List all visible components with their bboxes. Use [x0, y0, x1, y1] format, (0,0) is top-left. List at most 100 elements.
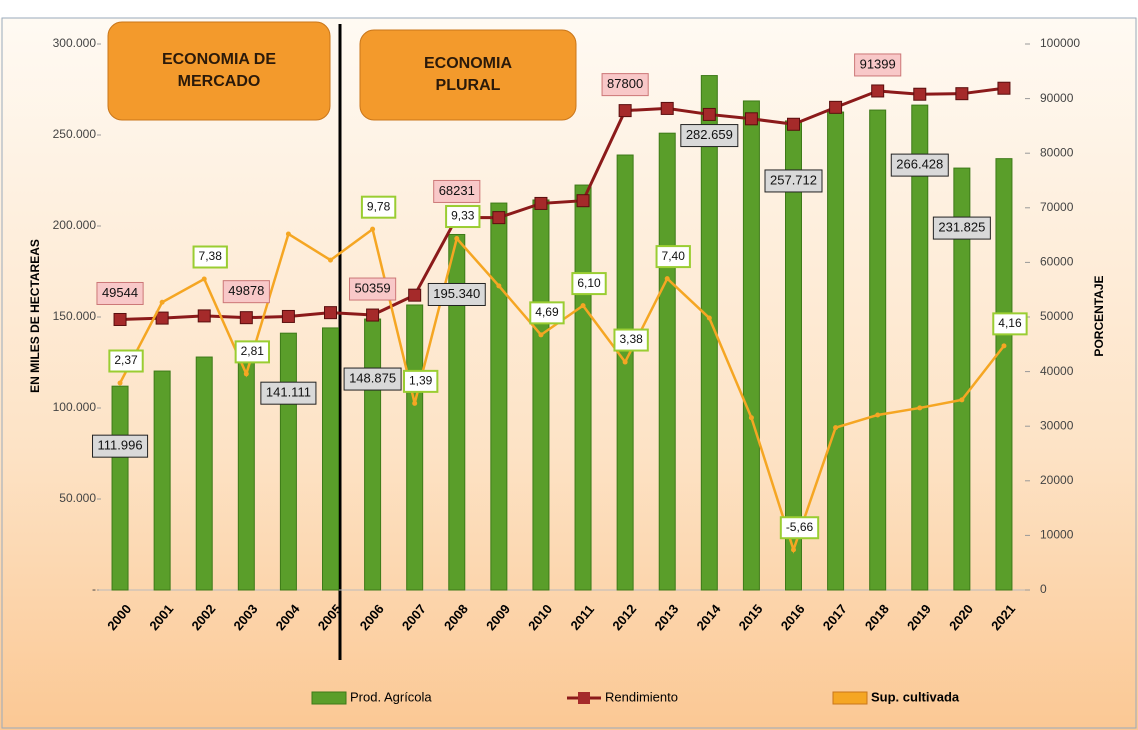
- marker: [117, 380, 123, 386]
- y2-tick-label: 60000: [1040, 255, 1074, 269]
- data-label-text: 257.712: [770, 172, 817, 187]
- data-label-text: 6,10: [577, 276, 601, 290]
- marker: [787, 117, 800, 131]
- marker: [324, 306, 337, 320]
- y-tick-label: 100.000: [53, 400, 97, 414]
- marker: [744, 112, 758, 126]
- data-label-box: [403, 369, 439, 393]
- data-label-text: 111.996: [98, 438, 143, 453]
- data-label: 49544: [96, 281, 144, 305]
- bar: [911, 104, 929, 591]
- bar: [574, 184, 592, 591]
- marker: [243, 371, 249, 377]
- data-label-text: 9,78: [367, 199, 391, 213]
- data-label-box: [222, 280, 270, 304]
- data-label: 2,37: [108, 349, 144, 373]
- data-label-box: [92, 434, 149, 458]
- bar: [322, 327, 339, 591]
- marker: [412, 400, 418, 406]
- bar: [490, 202, 508, 591]
- data-label: 1,39: [403, 369, 439, 393]
- data-label: 9,33: [445, 205, 481, 229]
- data-label-box: [992, 312, 1028, 336]
- data-label-text: 3,38: [619, 332, 643, 346]
- data-label: 231.825: [932, 216, 991, 240]
- background: [0, 18, 1138, 730]
- data-label: 68231: [433, 179, 481, 203]
- marker: [959, 397, 965, 403]
- annotation-box: [107, 21, 331, 121]
- data-label: 87800: [601, 73, 649, 97]
- data-label-box: [96, 281, 144, 305]
- data-label-box: [360, 195, 397, 219]
- line: [119, 86, 1005, 321]
- legend-label: Rendimiento: [605, 689, 678, 704]
- marker: [871, 84, 885, 98]
- y-axis-label: EN MILES DE HECTAREAS: [28, 239, 42, 393]
- data-label-text: 87800: [607, 76, 643, 91]
- y2-tick-label: 90000: [1040, 91, 1074, 105]
- data-label-text: 49544: [102, 285, 138, 300]
- data-label: 266.428: [890, 153, 949, 177]
- data-label-box: [445, 205, 481, 229]
- marker: [197, 309, 211, 323]
- data-label-box: [571, 272, 607, 296]
- marker: [833, 425, 839, 431]
- data-label: 2,81: [234, 340, 270, 364]
- legend-swatch: [832, 691, 868, 705]
- data-label: 91399: [854, 53, 902, 77]
- marker: [622, 359, 628, 365]
- data-label-box: [601, 73, 649, 97]
- data-label: 148.875: [343, 367, 402, 391]
- bar: [953, 167, 971, 591]
- data-label: 4,16: [992, 312, 1028, 336]
- y2-tick-label: 30000: [1040, 418, 1074, 432]
- data-label-text: 4,69: [535, 305, 559, 319]
- y2-tick-label: 80000: [1040, 145, 1074, 159]
- marker: [1001, 343, 1007, 349]
- data-label-box: [529, 301, 565, 325]
- data-label-text: 49878: [228, 283, 264, 298]
- bar: [700, 75, 718, 591]
- marker: [454, 236, 460, 242]
- marker: [534, 196, 548, 210]
- data-label-text: 4,16: [998, 316, 1022, 330]
- y2-tick-label: 70000: [1040, 200, 1074, 214]
- data-label-text: 195.340: [433, 286, 480, 301]
- marker: [159, 299, 165, 305]
- bar: [532, 199, 550, 591]
- data-label-text: 7,40: [662, 249, 686, 263]
- y2-tick-label: 100000: [1040, 36, 1080, 50]
- bar: [616, 154, 634, 591]
- marker: [155, 311, 169, 325]
- data-label: 3,38: [613, 328, 649, 352]
- data-label-text: 2,81: [241, 344, 265, 358]
- data-label: 49878: [222, 280, 270, 304]
- data-label-text: 2,37: [114, 353, 138, 367]
- data-label-box: [890, 153, 949, 177]
- data-label-text: 141.111: [266, 385, 311, 400]
- legend-swatch: [311, 691, 347, 705]
- data-label-box: [613, 328, 649, 352]
- marker: [748, 415, 754, 421]
- annotation: ECONOMIA PLURAL: [424, 55, 512, 94]
- marker: [113, 312, 127, 326]
- y2-tick-label: 20000: [1040, 473, 1074, 487]
- data-label-box: [680, 124, 739, 148]
- marker: [618, 104, 632, 118]
- bar: [406, 304, 424, 591]
- marker: [706, 315, 712, 321]
- data-label: 9,78: [360, 195, 397, 219]
- marker: [875, 412, 881, 418]
- data-label-box: [779, 516, 820, 540]
- data-label-box: [108, 349, 144, 373]
- y-tick-label: -: [92, 582, 96, 596]
- marker: [791, 547, 796, 553]
- y2-tick-label: 40000: [1040, 364, 1074, 378]
- data-label-box: [343, 367, 402, 391]
- legend-label: Prod. Agrícola: [350, 689, 432, 704]
- marker: [997, 81, 1011, 95]
- marker: [285, 231, 291, 237]
- bar: [742, 100, 760, 591]
- marker: [955, 87, 969, 101]
